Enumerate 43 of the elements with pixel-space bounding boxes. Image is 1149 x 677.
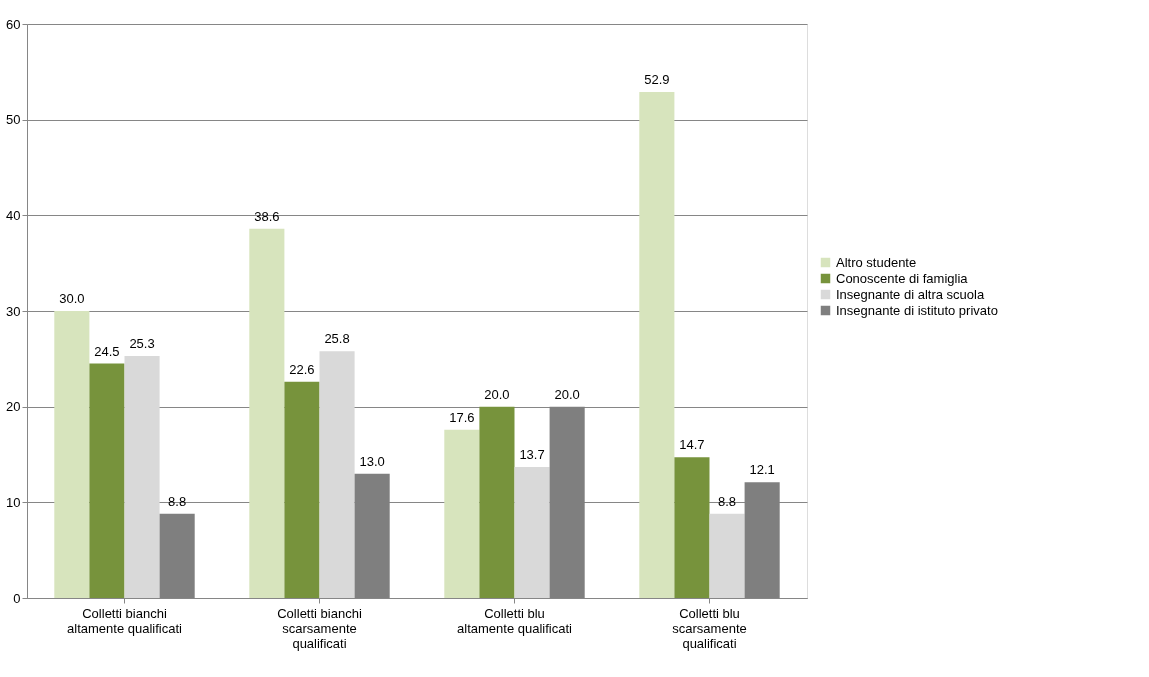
data-label: 20.0 <box>554 386 580 402</box>
y-tick-label: 60 <box>6 16 21 32</box>
y-tick-label: 10 <box>6 494 21 510</box>
data-label: 12.1 <box>749 462 775 478</box>
data-label: 52.9 <box>644 71 670 87</box>
y-tick-label: 40 <box>6 207 21 223</box>
bar <box>514 466 550 598</box>
data-label: 20.0 <box>484 386 510 402</box>
bar <box>89 363 125 598</box>
data-label: 30.0 <box>59 291 85 306</box>
bar <box>479 406 515 598</box>
bar <box>284 381 320 598</box>
bar <box>639 91 675 598</box>
legend-label: Altro studente <box>836 254 917 270</box>
data-label: 25.8 <box>324 331 350 347</box>
x-tick-label: Colletti blu scarsamente qualificati <box>672 605 747 651</box>
x-tick-label: Colletti bianchi altamente qualificati <box>67 605 183 636</box>
bar <box>444 429 480 598</box>
bar <box>319 351 355 598</box>
data-label: 22.6 <box>289 361 315 377</box>
bar <box>124 355 160 598</box>
data-label: 14.7 <box>679 437 705 453</box>
bar <box>674 457 710 598</box>
bar <box>709 513 745 598</box>
y-tick-label: 30 <box>6 303 21 319</box>
data-label: 8.8 <box>718 493 737 509</box>
data-label: 38.6 <box>254 208 280 224</box>
y-tick-label: 0 <box>13 590 21 606</box>
y-tick-label: 50 <box>6 112 21 128</box>
data-label: 8.8 <box>168 493 187 509</box>
legend-label: Insegnante di altra scuola <box>836 286 985 302</box>
data-label: 13.0 <box>359 453 385 469</box>
x-tick-label: Colletti blu altamente qualificati <box>457 605 573 636</box>
legend-label: Insegnante di istituto privato <box>836 302 998 318</box>
data-label: 25.3 <box>129 335 155 351</box>
bar <box>249 228 285 598</box>
bar <box>54 311 90 598</box>
data-label: 13.7 <box>519 446 545 462</box>
legend-label: Conoscente di famiglia <box>836 270 969 286</box>
y-tick-label: 20 <box>6 399 21 415</box>
data-label: 17.6 <box>449 409 475 425</box>
x-tick-label: Colletti bianchi scarsamente qualificati <box>277 605 362 651</box>
data-label: 24.5 <box>94 343 120 359</box>
